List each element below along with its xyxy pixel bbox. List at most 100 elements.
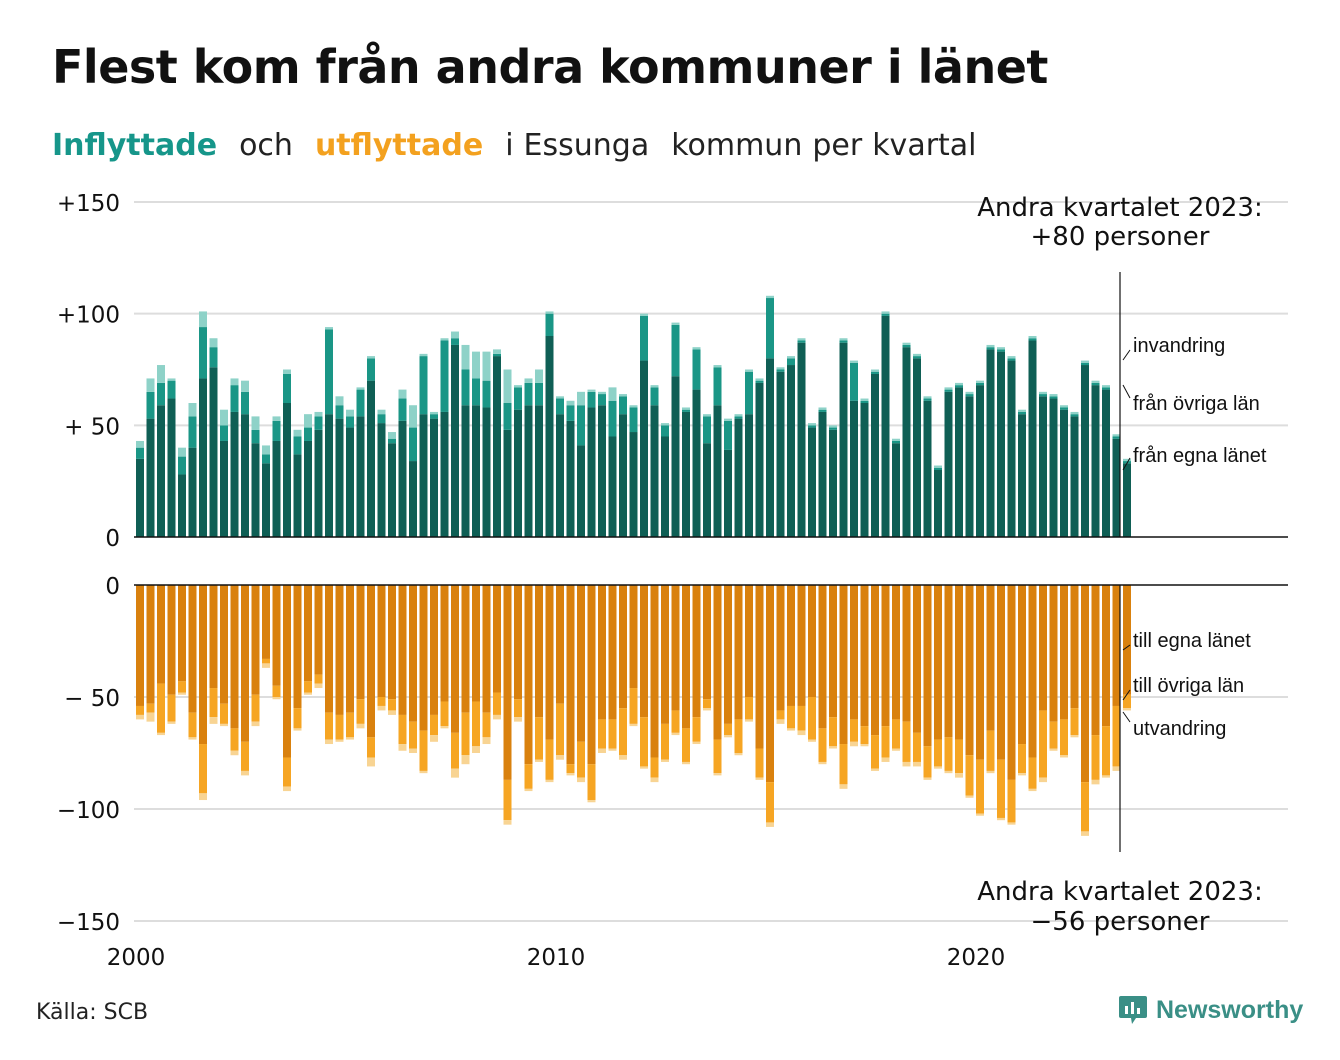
bar-segment bbox=[1028, 788, 1037, 792]
bar-segment bbox=[671, 324, 680, 377]
bar-segment bbox=[325, 329, 333, 415]
bar-segment bbox=[944, 391, 953, 537]
bar-segment bbox=[913, 356, 921, 359]
bar-segment bbox=[703, 699, 711, 709]
bar-segment bbox=[965, 391, 974, 395]
bar-segment bbox=[661, 423, 669, 426]
bar-segment bbox=[923, 585, 932, 747]
bar-segment bbox=[808, 423, 816, 426]
bar-segment bbox=[503, 403, 512, 430]
bar-segment bbox=[1123, 694, 1131, 709]
bar-segment bbox=[188, 712, 197, 738]
bar-segment bbox=[892, 440, 900, 444]
bar-segment bbox=[230, 585, 239, 729]
bar-segment bbox=[1102, 726, 1110, 776]
bar-segment bbox=[619, 585, 627, 709]
bar-segment bbox=[388, 710, 396, 715]
subtitle-utflyttade: utflyttade bbox=[314, 128, 484, 163]
bar-segment bbox=[619, 414, 627, 537]
subtitle-word: kommun bbox=[671, 128, 803, 163]
bar-segment bbox=[682, 409, 690, 412]
bar-segment bbox=[608, 400, 617, 437]
bar-segment bbox=[955, 387, 963, 537]
bar-segment bbox=[808, 739, 816, 742]
x-tick-label: 2000 bbox=[107, 945, 166, 971]
bar-segment bbox=[524, 764, 533, 789]
bar-segment bbox=[902, 761, 911, 767]
bar-segment bbox=[1081, 831, 1089, 836]
bar-segment bbox=[1060, 409, 1068, 537]
bar-segment bbox=[430, 411, 438, 415]
bar-segment bbox=[986, 347, 995, 350]
bar-segment bbox=[619, 394, 627, 397]
bar-segment bbox=[682, 585, 690, 729]
bar-segment bbox=[482, 351, 491, 381]
bar-segment bbox=[514, 699, 522, 718]
bar-segment bbox=[251, 416, 260, 430]
bar-segment bbox=[1039, 396, 1047, 537]
bar-segment bbox=[850, 719, 858, 742]
bar-segment bbox=[220, 440, 228, 537]
bar-segment bbox=[461, 369, 470, 406]
bar-segment bbox=[325, 585, 333, 713]
bar-segment bbox=[703, 708, 711, 711]
bar-segment bbox=[367, 737, 375, 758]
bar-segment bbox=[902, 347, 911, 537]
bar-segment bbox=[955, 585, 963, 740]
bar-segment bbox=[734, 418, 743, 537]
bar-segment bbox=[661, 723, 669, 760]
bar-segment bbox=[703, 414, 711, 417]
bar-segment bbox=[682, 761, 690, 765]
bar-segment bbox=[776, 710, 785, 720]
bar-segment bbox=[178, 456, 186, 475]
bar-segment bbox=[146, 391, 155, 419]
bar-segment bbox=[724, 420, 732, 450]
bar-segment bbox=[1049, 398, 1058, 537]
bar-segment bbox=[272, 697, 281, 700]
bar-segment bbox=[808, 697, 816, 740]
bar-segment bbox=[472, 405, 480, 537]
bar-segment bbox=[1081, 360, 1089, 363]
bar-segment bbox=[199, 585, 207, 745]
bar-segment bbox=[377, 697, 386, 706]
bar-segment bbox=[703, 585, 711, 700]
bar-segment bbox=[262, 445, 270, 455]
bar-segment bbox=[356, 699, 365, 724]
bar-segment bbox=[713, 367, 722, 406]
bar-segment bbox=[797, 585, 806, 706]
bar-segment bbox=[178, 681, 186, 693]
bar-segment bbox=[430, 414, 438, 419]
bar-segment bbox=[556, 398, 564, 415]
bar-segment bbox=[136, 705, 144, 715]
bar-segment bbox=[545, 336, 554, 537]
subtitle-word: i bbox=[505, 128, 514, 163]
bar-segment bbox=[839, 340, 848, 343]
leader-line bbox=[1122, 349, 1131, 361]
bar-segment bbox=[850, 400, 858, 537]
bar-segment bbox=[1028, 338, 1037, 341]
bar-segment bbox=[409, 405, 417, 428]
bar-segment bbox=[1112, 585, 1121, 706]
bar-segment bbox=[356, 387, 365, 390]
bar-segment bbox=[734, 753, 743, 756]
subtitle-word: Essunga bbox=[523, 128, 650, 163]
bar-segment bbox=[199, 311, 207, 328]
y-tick-label: − 50 bbox=[64, 686, 120, 712]
bar-segment bbox=[262, 663, 270, 668]
bar-segment bbox=[986, 730, 995, 771]
bar-segment bbox=[1060, 405, 1068, 408]
bar-segment bbox=[556, 414, 564, 537]
bar-segment bbox=[325, 712, 333, 740]
bar-segment bbox=[514, 385, 522, 388]
bar-segment bbox=[913, 585, 921, 733]
bar-segment bbox=[608, 585, 617, 720]
bar-segment bbox=[871, 768, 879, 771]
bar-segment bbox=[419, 356, 428, 415]
bar-segment bbox=[755, 777, 764, 780]
bar-segment bbox=[178, 585, 186, 682]
bar-segment bbox=[871, 585, 879, 736]
bar-segment bbox=[230, 411, 239, 537]
bar-segment bbox=[398, 389, 407, 399]
bar-segment bbox=[965, 396, 974, 537]
bar-segment bbox=[965, 394, 974, 397]
